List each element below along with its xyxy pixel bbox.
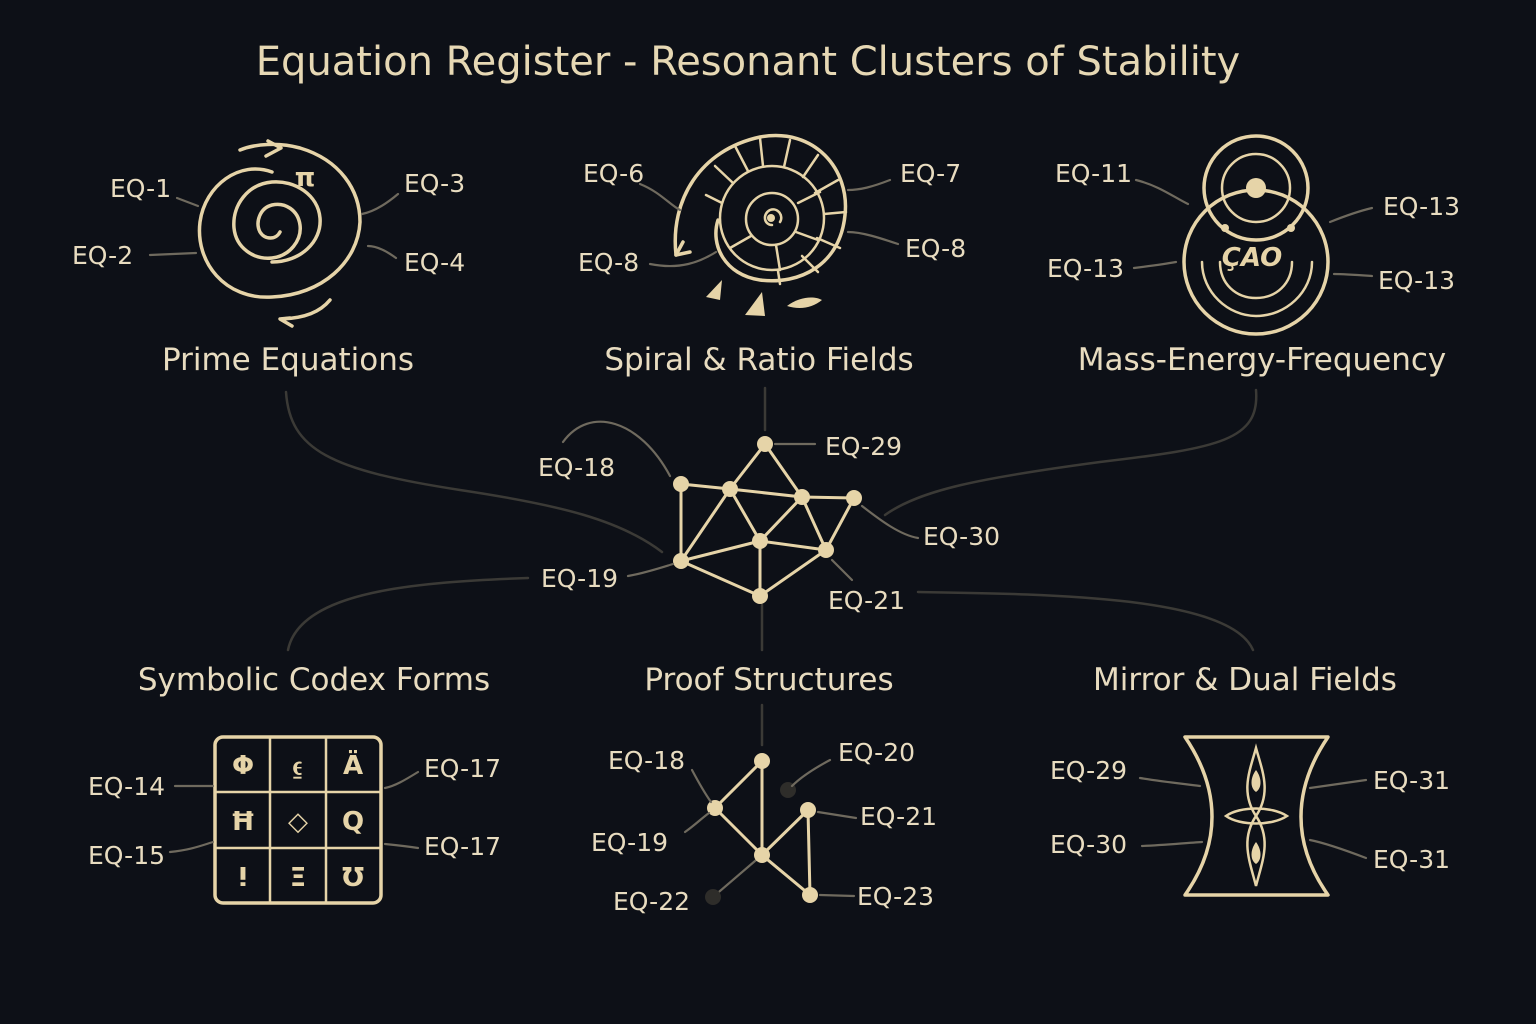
label-eq-19-central: EQ-19 bbox=[541, 564, 618, 593]
cluster-title-mirror: Mirror & Dual Fields bbox=[1093, 662, 1397, 698]
network-node bbox=[752, 533, 768, 549]
label-eq-13-bottom: EQ-13 bbox=[1378, 266, 1455, 295]
label-eq-17-top: EQ-17 bbox=[424, 754, 501, 783]
label-eq-31-bottom: EQ-31 bbox=[1373, 845, 1450, 874]
label-eq-17-bottom: EQ-17 bbox=[424, 832, 501, 861]
proof-node bbox=[707, 800, 723, 816]
label-eq-14: EQ-14 bbox=[88, 772, 165, 801]
label-eq-11: EQ-11 bbox=[1055, 159, 1132, 188]
label-eq-8-right: EQ-8 bbox=[905, 234, 966, 263]
cluster-title-codex: Symbolic Codex Forms bbox=[138, 662, 490, 698]
proof-node bbox=[800, 802, 816, 818]
label-eq-18-central: EQ-18 bbox=[538, 453, 615, 482]
cluster-mirror-dual: Mirror & Dual Fields EQ-29 EQ-30 EQ-31 E… bbox=[1050, 662, 1450, 897]
prime-spiral-icon: π bbox=[197, 139, 362, 328]
label-eq-13-left: EQ-13 bbox=[1047, 254, 1124, 283]
label-eq-4: EQ-4 bbox=[404, 248, 465, 277]
page-title: Equation Register - Resonant Clusters of… bbox=[256, 39, 1240, 85]
label-eq-8-left: EQ-8 bbox=[578, 248, 639, 277]
codex-glyph: ⍷ bbox=[290, 751, 306, 781]
network-node bbox=[818, 542, 834, 558]
label-eq-31-top: EQ-31 bbox=[1373, 766, 1450, 795]
label-eq-18-proof: EQ-18 bbox=[608, 746, 685, 775]
codex-glyph: Q bbox=[342, 807, 364, 837]
proof-node bbox=[802, 887, 818, 903]
label-eq-29-mirror: EQ-29 bbox=[1050, 756, 1127, 785]
label-eq-19-proof: EQ-19 bbox=[591, 828, 668, 857]
connector-codex bbox=[286, 576, 530, 652]
codex-glyph: Ħ bbox=[230, 807, 255, 837]
label-eq-21-central: EQ-21 bbox=[828, 586, 905, 615]
orbit-rings-icon: ÇAO bbox=[1182, 134, 1330, 336]
cluster-connectors bbox=[284, 386, 1258, 747]
network-node bbox=[673, 553, 689, 569]
label-eq-29-central: EQ-29 bbox=[825, 432, 902, 461]
label-eq-7: EQ-7 bbox=[900, 159, 961, 188]
cluster-title-spiral: Spiral & Ratio Fields bbox=[604, 342, 913, 378]
network-node bbox=[673, 476, 689, 492]
label-eq-2: EQ-2 bbox=[72, 241, 133, 270]
label-eq-23: EQ-23 bbox=[857, 882, 934, 911]
codex-glyph: Φ bbox=[232, 751, 254, 781]
cluster-prime-equations: π EQ-1 EQ-2 EQ-3 EQ-4 Prime Equations bbox=[72, 139, 465, 378]
connector-prime bbox=[284, 390, 664, 554]
label-eq-6: EQ-6 bbox=[583, 159, 644, 188]
label-eq-30-mirror: EQ-30 bbox=[1050, 830, 1127, 859]
label-eq-3: EQ-3 bbox=[404, 169, 465, 198]
central-network: EQ-18 EQ-29 EQ-30 EQ-19 EQ-21 bbox=[538, 420, 1000, 615]
nautilus-shell-icon bbox=[673, 133, 848, 316]
codex-glyph: ◇ bbox=[288, 807, 308, 837]
label-eq-21-proof: EQ-21 bbox=[860, 802, 937, 831]
cluster-proof-structures: Proof Structures EQ-18 EQ-19 EQ-22 EQ-20… bbox=[591, 662, 937, 916]
pi-symbol: π bbox=[295, 163, 316, 193]
proof-node bbox=[754, 753, 770, 769]
cluster-title-mass: Mass-Energy-Frequency bbox=[1078, 342, 1447, 378]
codex-glyph: Ʊ bbox=[342, 863, 364, 893]
central-nodes bbox=[673, 436, 862, 604]
codex-glyph: Ξ bbox=[290, 863, 306, 893]
connector-mass bbox=[883, 388, 1258, 517]
label-eq-22: EQ-22 bbox=[613, 887, 690, 916]
network-node bbox=[752, 588, 768, 604]
cluster-title-prime: Prime Equations bbox=[162, 342, 414, 378]
codex-glyph: ⵑ bbox=[238, 863, 248, 893]
codex-grid-icon: Φ ⍷ Ä Ħ ◇ Q ⵑ Ξ Ʊ bbox=[213, 735, 383, 905]
label-eq-20: EQ-20 bbox=[838, 738, 915, 767]
cluster-mass-energy-frequency: ÇAO EQ-11 EQ-13 EQ-13 EQ-13 Mass-Energy-… bbox=[1047, 134, 1460, 378]
network-node bbox=[722, 481, 738, 497]
hourglass-mirror-icon bbox=[1183, 735, 1330, 897]
network-node bbox=[846, 490, 862, 506]
proof-node-dim bbox=[705, 889, 721, 905]
cluster-spiral-ratio: EQ-6 EQ-8 EQ-7 EQ-8 Spiral & Ratio Field… bbox=[578, 133, 966, 378]
label-eq-15: EQ-15 bbox=[88, 841, 165, 870]
central-edges bbox=[679, 442, 856, 598]
mass-inner-text: ÇAO bbox=[1222, 243, 1283, 273]
proof-edges bbox=[711, 759, 812, 899]
cluster-title-proof: Proof Structures bbox=[644, 662, 893, 698]
connector-mirror bbox=[916, 590, 1255, 652]
label-eq-13-top: EQ-13 bbox=[1383, 192, 1460, 221]
network-node bbox=[794, 489, 810, 505]
codex-glyph: Ä bbox=[343, 749, 363, 781]
label-eq-30-central: EQ-30 bbox=[923, 522, 1000, 551]
cluster-symbolic-codex: Symbolic Codex Forms Φ ⍷ Ä Ħ ◇ Q ⵑ Ξ Ʊ E… bbox=[88, 662, 501, 905]
proof-node bbox=[754, 847, 770, 863]
label-eq-1: EQ-1 bbox=[110, 174, 171, 203]
network-node bbox=[757, 436, 773, 452]
